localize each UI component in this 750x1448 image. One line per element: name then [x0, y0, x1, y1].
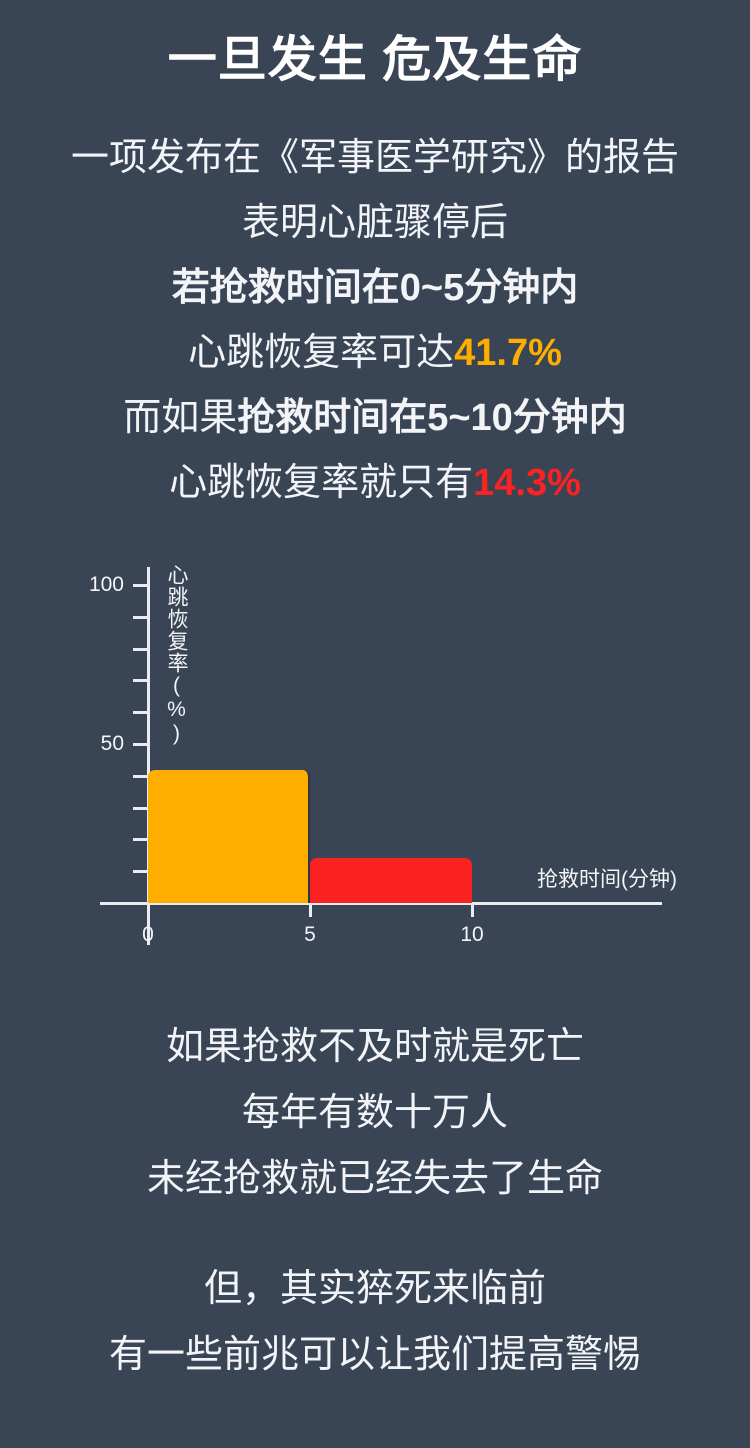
outro-line-4: 但，其实猝死来临前	[203, 1268, 546, 1310]
x-axis-tick-label: 0	[142, 923, 154, 946]
outro-line-2: 每年有数十万人	[241, 1092, 508, 1134]
chart-bar	[148, 770, 310, 903]
y-axis-tick	[133, 711, 147, 715]
y-axis-tick-label: 100	[88, 573, 124, 596]
x-axis-title: 抢救时间(分钟)	[537, 868, 677, 891]
intro-line-5-text: 而如果	[123, 397, 238, 439]
intro-line-5-emphasis: 抢救时间在5~10分钟内	[237, 397, 627, 439]
y-axis-tick	[133, 584, 147, 587]
y-axis-tick-label: 50	[100, 732, 124, 755]
intro-line-1: 一项发布在《军事医学研究》的报告	[70, 137, 679, 179]
intro-text-block: 一项发布在《军事医学研究》的报告 表明心脏骤停后 若抢救时间在0~5分钟内 心跳…	[0, 126, 750, 516]
x-axis-tick	[147, 902, 150, 917]
intro-line-4-text: 心跳恢复率可达	[188, 332, 455, 374]
intro-line-6-text: 心跳恢复率就只有	[169, 462, 474, 504]
page-title: 一旦发生 危及生命	[167, 33, 583, 87]
chart-bar	[310, 857, 472, 903]
recovery-rate-5-10-value: 14.3%	[473, 462, 581, 504]
x-axis-tick-label: 10	[460, 923, 484, 946]
x-axis-tick-label: 5	[304, 923, 316, 946]
y-axis-tick	[133, 774, 147, 778]
y-axis-tick	[133, 679, 147, 683]
outro-spacer	[0, 1212, 750, 1256]
y-axis-title: 心跳恢复率(%)	[165, 564, 188, 746]
outro-text-block: 如果抢救不及时就是死亡 每年有数十万人 未经抢救就已经失去了生命 但，其实猝死来…	[0, 1014, 750, 1388]
x-axis-tick	[471, 902, 474, 917]
y-axis-tick	[133, 615, 147, 619]
y-axis-line	[147, 567, 150, 945]
intro-line-5: 而如果抢救时间在5~10分钟内	[0, 386, 750, 451]
y-axis-tick	[133, 647, 147, 651]
y-axis-tick	[133, 806, 147, 810]
y-axis-tick	[133, 743, 147, 746]
intro-line-6: 心跳恢复率就只有14.3%	[0, 451, 750, 516]
outro-line-1: 如果抢救不及时就是死亡	[165, 1026, 584, 1068]
x-axis-tick	[309, 902, 312, 917]
x-axis-line	[100, 902, 662, 905]
recovery-rate-0-5-value: 41.7%	[454, 332, 562, 374]
intro-line-3: 若抢救时间在0~5分钟内	[171, 267, 579, 309]
y-axis-tick	[133, 838, 147, 842]
intro-line-4: 心跳恢复率可达41.7%	[0, 321, 750, 386]
recovery-rate-bar-chart: 心跳恢复率(%) 抢救时间(分钟) 100 50 0 5 10	[0, 550, 750, 960]
y-axis-tick	[133, 870, 147, 874]
outro-line-3: 未经抢救就已经失去了生命	[146, 1158, 603, 1200]
outro-line-5: 有一些前兆可以让我们提高警惕	[108, 1334, 641, 1376]
intro-line-2: 表明心脏骤停后	[241, 202, 508, 244]
